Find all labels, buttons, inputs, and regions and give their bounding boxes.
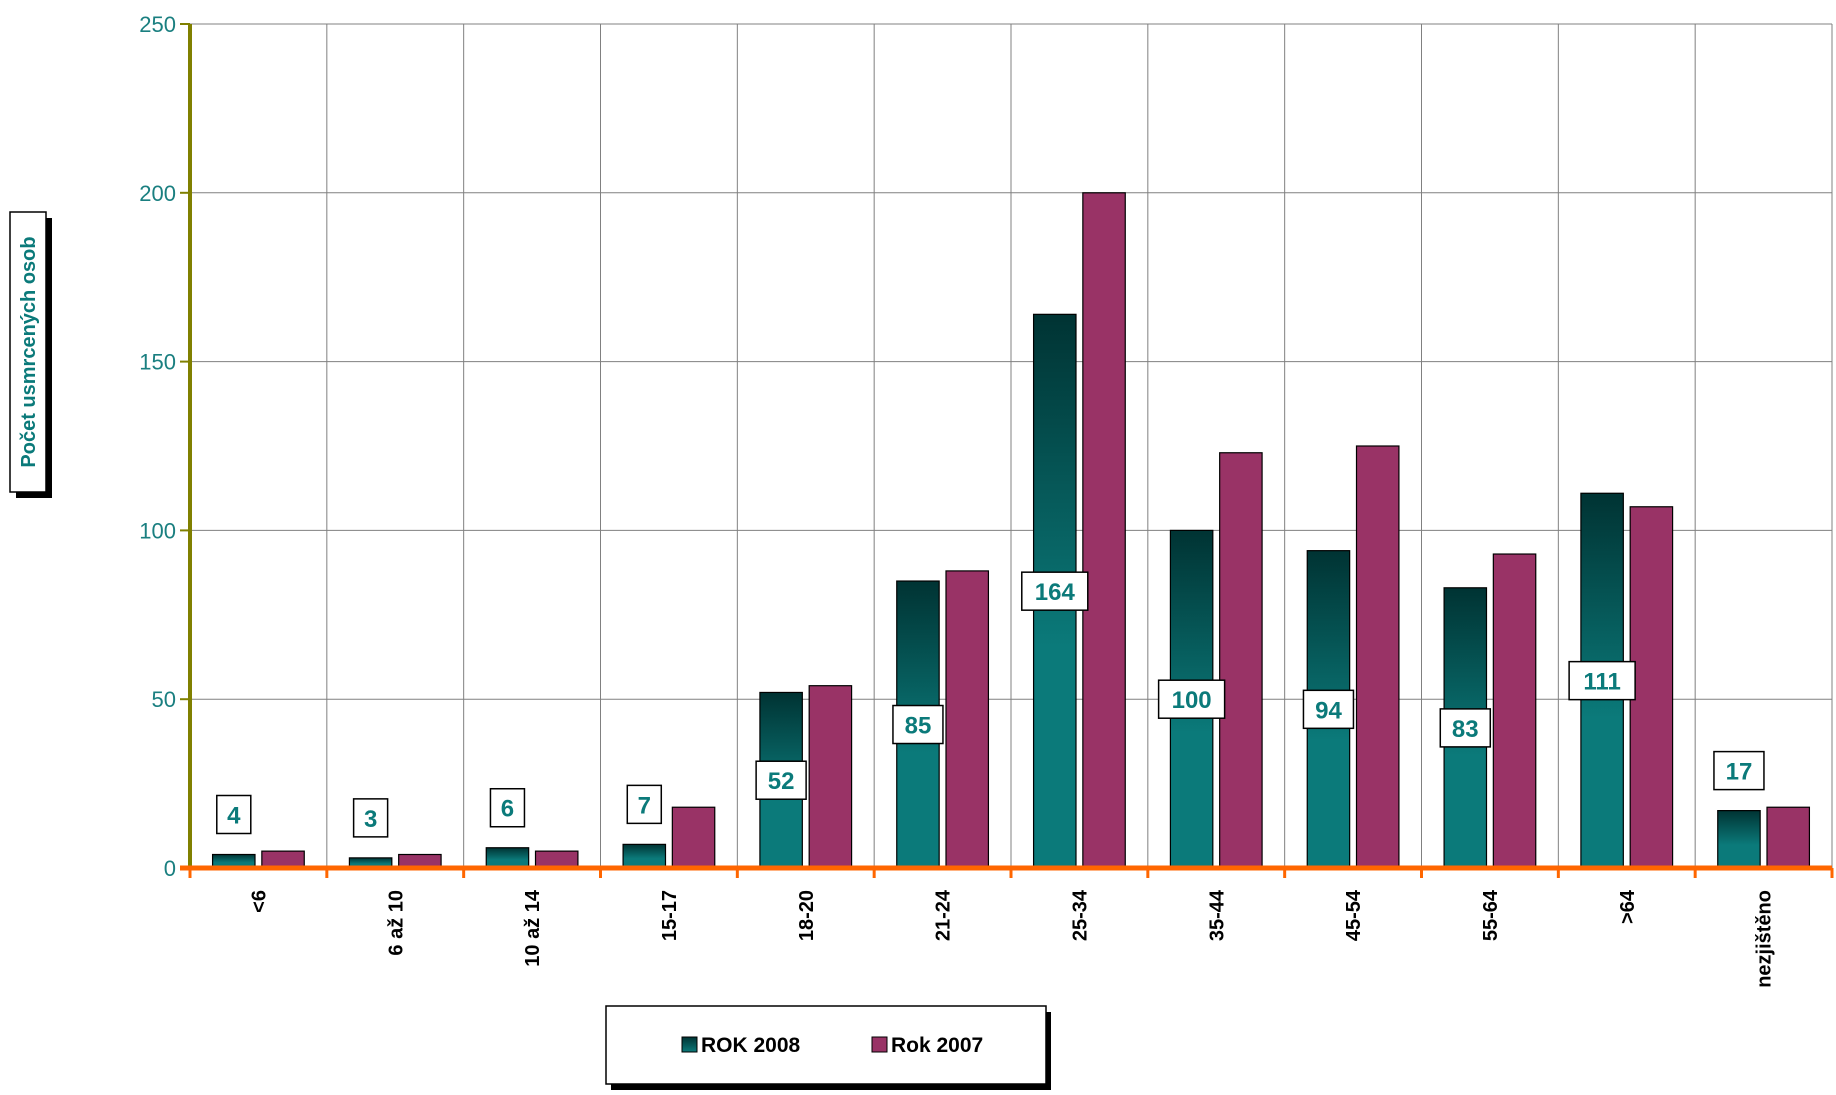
data-label: 7	[638, 792, 651, 819]
legend-label-rok-2008: ROK 2008	[701, 1034, 801, 1057]
y-axis-title: Počet usmrcených osob	[18, 236, 40, 467]
y-tick-label: 200	[139, 181, 176, 206]
bar-rok-2007	[809, 686, 851, 868]
y-tick-labels: 0 50 100 150 200 250	[139, 12, 176, 881]
x-tick-labels: <6 6 až 10 10 až 14 15-17 18-20 21-24 25-34 35-…	[248, 889, 1775, 988]
bar-rok-2007	[1493, 554, 1535, 868]
bar-rok-2007	[1083, 193, 1125, 868]
data-label: 111	[1583, 669, 1620, 696]
x-tick-label: 35-44	[1206, 889, 1228, 941]
x-tick-label: 6 až 10	[385, 890, 407, 956]
bar-rok-2007	[1630, 507, 1672, 868]
y-tick-label: 250	[139, 12, 176, 37]
bar-rok-2008	[623, 844, 665, 868]
legend: ROK 2008 Rok 2007	[606, 1006, 1051, 1090]
x-tick-label: 10 až 14	[522, 889, 544, 967]
legend-swatch-rok-2007	[872, 1037, 887, 1052]
data-label: 100	[1172, 687, 1212, 714]
data-label: 17	[1726, 759, 1753, 786]
data-label: 3	[364, 806, 377, 833]
x-tick-label: 45-54	[1343, 889, 1365, 941]
x-tick-label: 15-17	[659, 890, 681, 941]
data-label: 4	[227, 802, 241, 829]
x-tick-label: 25-34	[1069, 889, 1091, 941]
data-label: 85	[905, 713, 932, 740]
x-tick-label: <6	[248, 890, 270, 913]
x-tick-label: 18-20	[796, 890, 818, 941]
x-tick-label: 21-24	[933, 889, 955, 941]
bar-rok-2007	[536, 851, 578, 868]
legend-label-rok-2007: Rok 2007	[891, 1034, 983, 1057]
x-tick-label: >64	[1617, 889, 1639, 924]
bar-rok-2007	[1220, 453, 1262, 868]
y-tick-label: 150	[139, 350, 176, 375]
data-label: 6	[501, 796, 514, 823]
bar-rok-2007	[946, 571, 988, 868]
bar-rok-2007	[262, 851, 304, 868]
data-label: 164	[1035, 579, 1076, 606]
x-tick-label: nezjištěno	[1754, 890, 1776, 988]
y-tick-label: 50	[152, 687, 176, 712]
y-axis-title-box: Počet usmrcených osob	[10, 212, 52, 498]
bar-rok-2008	[1718, 811, 1760, 868]
legend-swatch-rok-2008	[682, 1037, 697, 1052]
bar-rok-2007	[1767, 807, 1809, 868]
data-label: 52	[768, 768, 795, 795]
data-label: 94	[1315, 697, 1342, 724]
x-tick-label: 55-64	[1480, 889, 1502, 941]
bar-rok-2008	[486, 848, 528, 868]
bar-rok-2007	[1357, 446, 1399, 868]
data-label: 83	[1452, 716, 1479, 743]
y-tick-label: 0	[164, 856, 176, 881]
y-tick-label: 100	[139, 518, 176, 543]
bar-rok-2007	[672, 807, 714, 868]
